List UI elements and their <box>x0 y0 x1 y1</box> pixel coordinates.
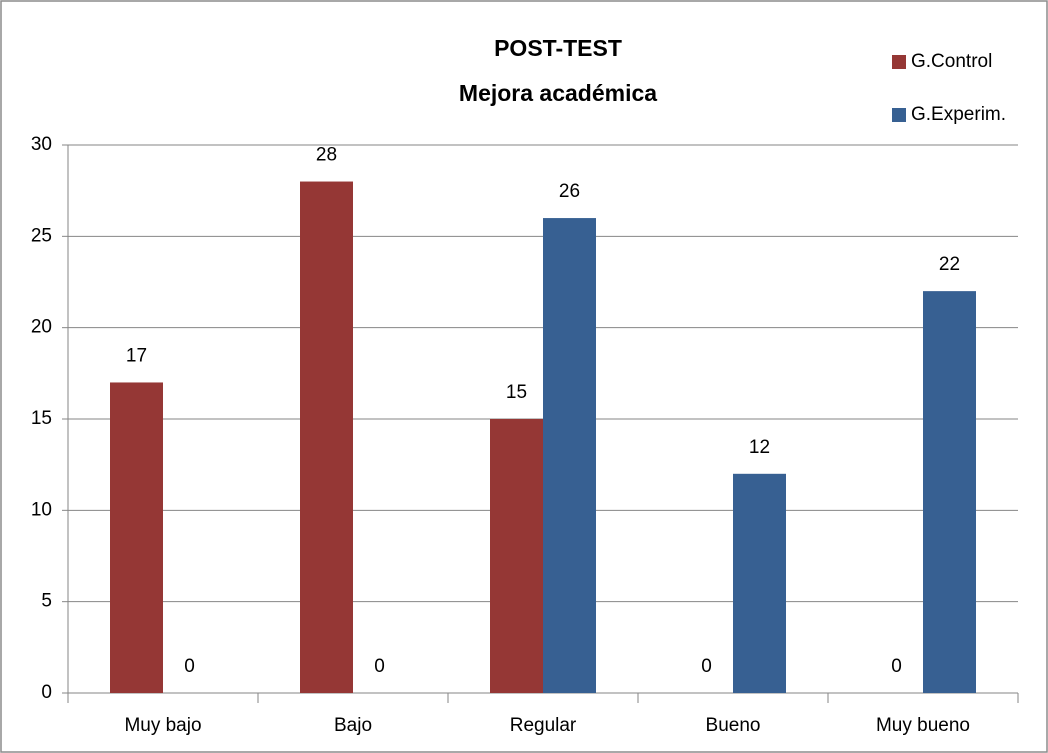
data-label: 0 <box>184 656 195 677</box>
legend-label: G.Experim. <box>911 104 1006 125</box>
legend-swatch <box>892 55 906 69</box>
bar <box>733 473 786 693</box>
bar <box>300 181 353 694</box>
y-tick-label: 20 <box>31 317 52 338</box>
bar <box>490 419 543 693</box>
y-tick-label: 5 <box>41 591 52 612</box>
x-tick-label: Muy bajo <box>124 715 201 736</box>
x-tick-label: Bueno <box>706 715 761 736</box>
bar <box>543 218 596 694</box>
x-tick-label: Muy bueno <box>876 715 970 736</box>
data-label: 12 <box>749 437 770 458</box>
x-tick-label: Bajo <box>334 715 372 736</box>
data-label: 15 <box>506 382 527 403</box>
legend-swatch <box>892 108 906 122</box>
data-label: 17 <box>126 345 147 366</box>
y-tick-label: 30 <box>31 134 52 155</box>
bar <box>110 382 163 693</box>
data-label: 0 <box>891 656 902 677</box>
y-tick-label: 15 <box>31 408 52 429</box>
data-label: 22 <box>939 254 960 275</box>
data-label: 0 <box>374 656 385 677</box>
chart-title: POST-TEST <box>494 35 622 61</box>
data-label: 26 <box>559 181 580 202</box>
data-label: 28 <box>316 145 337 166</box>
bar <box>923 291 976 693</box>
y-tick-label: 10 <box>31 499 52 520</box>
x-tick-label: Regular <box>510 715 577 736</box>
y-tick-label: 0 <box>41 682 52 703</box>
y-tick-label: 25 <box>31 225 52 246</box>
legend-label: G.Control <box>911 51 992 72</box>
data-label: 0 <box>701 656 712 677</box>
chart-subtitle: Mejora académica <box>459 80 657 106</box>
